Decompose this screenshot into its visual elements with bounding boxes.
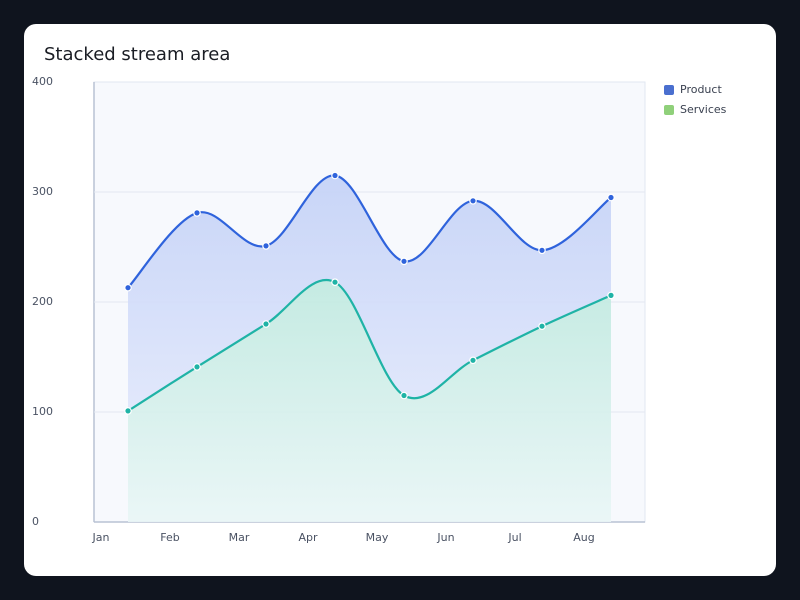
series-line (127, 174, 612, 289)
legend-swatch (664, 85, 674, 95)
y-tick-label: 0 (32, 515, 39, 528)
y-tick-label: 100 (32, 405, 53, 418)
area (128, 175, 611, 411)
y-tick-label: 300 (32, 185, 53, 198)
data-point (607, 193, 615, 202)
series-line (127, 278, 612, 412)
data-point (469, 197, 477, 205)
legend-swatch (664, 105, 674, 115)
data-point (331, 278, 339, 287)
x-tick-label: Mar (229, 531, 250, 544)
data-point (607, 291, 615, 300)
data-point (124, 283, 132, 292)
data-point (124, 407, 132, 415)
data-point (469, 356, 477, 365)
legend-label: Product (680, 83, 722, 96)
data-point (400, 257, 408, 266)
x-tick-label: Jan (92, 531, 110, 544)
legend-label: Services (680, 103, 727, 116)
x-tick-label: May (366, 531, 389, 544)
y-tick-label: 400 (32, 75, 53, 88)
y-tick-label: 200 (32, 295, 53, 308)
x-tick-label: Jul (507, 531, 521, 544)
chart-title: Stacked stream area (44, 44, 230, 65)
x-tick-label: Feb (160, 531, 179, 544)
x-tick-label: Jun (436, 531, 454, 544)
data-point (193, 363, 201, 371)
data-point (538, 322, 546, 331)
x-tick-label: Apr (298, 531, 318, 544)
data-point (193, 209, 201, 217)
data-point (538, 246, 546, 255)
data-point (331, 171, 339, 180)
data-point (262, 242, 270, 250)
data-point (262, 320, 270, 328)
area (128, 279, 611, 522)
data-point (400, 391, 408, 400)
x-tick-label: Aug (573, 531, 594, 544)
